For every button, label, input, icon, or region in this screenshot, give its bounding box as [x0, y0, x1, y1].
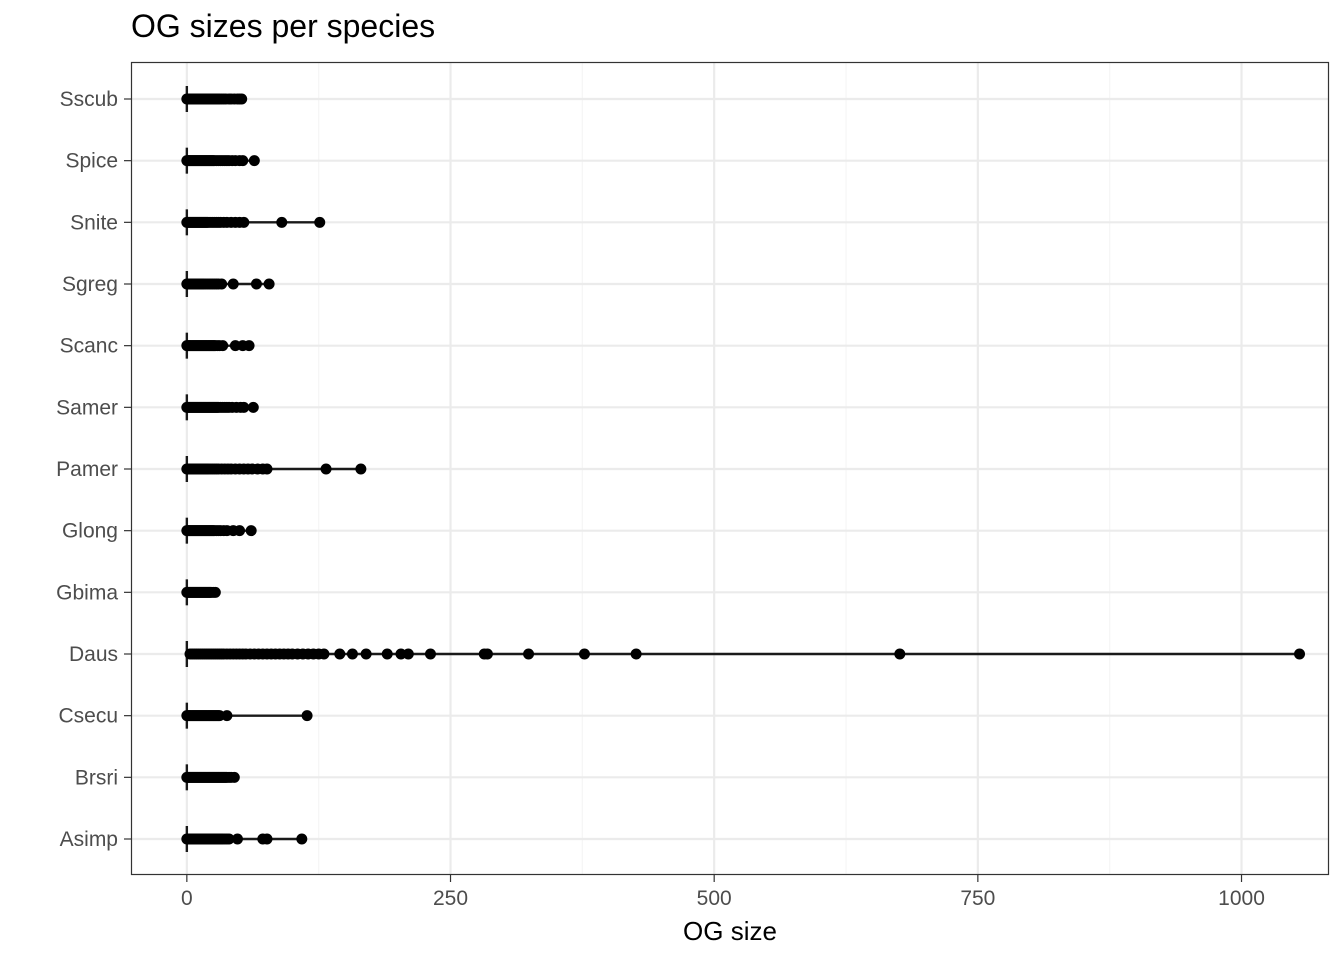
- data-point: [247, 401, 259, 413]
- data-point: [402, 648, 414, 660]
- series-brsri: [181, 764, 240, 791]
- x-tick-label: 0: [181, 887, 193, 910]
- x-tick-label: 1000: [1218, 887, 1265, 910]
- data-point: [243, 340, 255, 352]
- data-point: [261, 463, 273, 475]
- series-pamer: [181, 456, 367, 482]
- data-point: [227, 278, 239, 290]
- data-point: [237, 155, 249, 167]
- y-tick-label: Sscub: [60, 88, 118, 111]
- y-tick-label: Samer: [56, 396, 118, 419]
- data-point: [1294, 648, 1306, 660]
- y-tick-label: Sgreg: [62, 273, 118, 296]
- series-daus: [184, 641, 1306, 667]
- x-axis-title: OG size: [683, 916, 777, 946]
- data-point: [221, 710, 233, 722]
- chart-title: OG sizes per species: [131, 8, 436, 44]
- series-csecu: [181, 702, 313, 729]
- data-point: [320, 463, 332, 475]
- data-point: [216, 278, 228, 290]
- data-point: [245, 525, 257, 537]
- data-point: [314, 216, 326, 228]
- data-point: [217, 340, 229, 352]
- series-snite: [181, 209, 326, 236]
- y-tick-label: Daus: [69, 643, 118, 666]
- y-tick-label: Glong: [62, 520, 118, 543]
- data-point: [263, 278, 275, 290]
- x-tick-label: 500: [697, 887, 732, 910]
- series-gbima: [181, 579, 221, 606]
- series-asimp: [181, 826, 308, 852]
- data-point: [296, 833, 308, 845]
- data-point: [223, 833, 235, 845]
- series-samer: [181, 394, 259, 421]
- data-point: [360, 648, 372, 660]
- series-scanc: [181, 332, 255, 359]
- data-point: [334, 648, 346, 660]
- y-tick-label: Brsri: [75, 766, 118, 789]
- data-point: [238, 216, 250, 228]
- y-tick-label: Asimp: [60, 828, 118, 851]
- data-point: [301, 710, 313, 722]
- y-tick-label: Gbima: [56, 581, 118, 604]
- y-tick-label: Spice: [65, 150, 118, 173]
- data-point: [578, 648, 590, 660]
- series-sscub: [181, 86, 248, 112]
- y-tick-label: Pamer: [56, 458, 118, 481]
- data-point: [424, 648, 436, 660]
- data-point: [238, 401, 250, 413]
- data-point: [261, 833, 273, 845]
- x-tick-label: 750: [960, 887, 995, 910]
- data-layer: [181, 86, 1306, 852]
- data-point: [234, 525, 246, 537]
- data-point: [481, 648, 493, 660]
- data-point: [209, 586, 221, 598]
- y-tick-label: Scanc: [60, 335, 118, 358]
- x-tick-label: 250: [433, 887, 468, 910]
- data-point: [381, 648, 393, 660]
- data-point: [523, 648, 535, 660]
- series-glong: [181, 517, 257, 544]
- data-point: [630, 648, 642, 660]
- y-tick-label: Snite: [70, 211, 118, 234]
- series-sgreg: [181, 271, 275, 297]
- series-spice: [181, 147, 260, 174]
- data-point: [318, 648, 330, 660]
- data-point: [228, 771, 240, 783]
- y-tick-label: Csecu: [58, 705, 118, 728]
- data-point: [236, 93, 248, 105]
- data-point: [250, 278, 262, 290]
- data-point: [346, 648, 358, 660]
- data-point: [231, 833, 243, 845]
- data-point: [276, 216, 288, 228]
- axis-layer: Asimp Brsri Csecu Daus Gbima Glong Pamer Samer S…: [56, 88, 1265, 910]
- data-point: [248, 155, 260, 167]
- data-point: [894, 648, 906, 660]
- grid-layer: [132, 63, 1328, 874]
- data-point: [355, 463, 367, 475]
